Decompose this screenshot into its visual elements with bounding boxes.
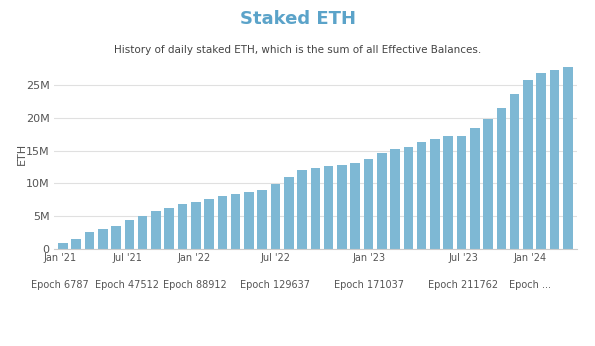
Bar	[510, 94, 519, 249]
Bar	[258, 190, 267, 249]
Bar	[430, 139, 440, 249]
Text: History of daily staked ETH, which is the sum of all Effective Balances.: History of daily staked ETH, which is th…	[114, 45, 481, 55]
Bar	[537, 73, 546, 249]
Bar	[71, 239, 81, 249]
Bar	[337, 165, 347, 249]
Bar	[178, 204, 187, 249]
Text: Epoch 6787: Epoch 6787	[32, 280, 89, 290]
Bar	[84, 232, 94, 249]
Y-axis label: ETH: ETH	[17, 143, 26, 165]
Bar	[403, 147, 413, 249]
Bar	[231, 194, 240, 249]
Bar	[218, 196, 227, 249]
Bar	[58, 243, 68, 249]
Bar	[350, 163, 360, 249]
Bar	[523, 81, 533, 249]
Bar	[164, 208, 174, 249]
Bar	[457, 136, 466, 249]
Bar	[390, 149, 400, 249]
Text: Jan '23: Jan '23	[352, 253, 386, 263]
Text: Epoch 171037: Epoch 171037	[334, 280, 404, 290]
Text: Epoch 88912: Epoch 88912	[162, 280, 226, 290]
Bar	[151, 211, 161, 249]
Bar	[377, 153, 387, 249]
Bar	[497, 108, 506, 249]
Text: Staked ETH: Staked ETH	[240, 10, 355, 28]
Bar	[563, 67, 572, 249]
Text: Epoch 211762: Epoch 211762	[428, 280, 498, 290]
Bar	[284, 177, 293, 249]
Bar	[98, 229, 108, 249]
Bar	[191, 202, 201, 249]
Text: Epoch 47512: Epoch 47512	[95, 280, 159, 290]
Bar	[111, 226, 121, 249]
Bar	[138, 216, 148, 249]
Text: Jul '23: Jul '23	[448, 253, 478, 263]
Bar	[204, 199, 214, 249]
Text: Jan '21: Jan '21	[43, 253, 77, 263]
Bar	[124, 220, 134, 249]
Bar	[244, 192, 253, 249]
Text: Jan '22: Jan '22	[178, 253, 211, 263]
Bar	[483, 119, 493, 249]
Text: Epoch ...: Epoch ...	[509, 280, 551, 290]
Bar	[550, 70, 559, 249]
Bar	[311, 168, 320, 249]
Text: Jul '22: Jul '22	[260, 253, 290, 263]
Bar	[324, 166, 333, 249]
Bar	[443, 136, 453, 249]
Text: Jul '21: Jul '21	[112, 253, 142, 263]
Bar	[298, 170, 307, 249]
Bar	[470, 128, 480, 249]
Bar	[417, 142, 427, 249]
Bar	[364, 158, 373, 249]
Text: Jan '24: Jan '24	[513, 253, 547, 263]
Bar	[271, 184, 280, 249]
Text: Epoch 129637: Epoch 129637	[240, 280, 310, 290]
